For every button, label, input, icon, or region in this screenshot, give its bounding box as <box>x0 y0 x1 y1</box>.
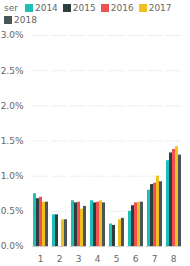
html-text:2015: 2015 <box>72 3 96 13</box>
html-text:2014: 2014 <box>34 3 58 13</box>
svg-text:2.5%: 2.5% <box>1 66 24 76</box>
svg-text:7: 7 <box>152 254 158 264</box>
svg-text:2: 2 <box>57 254 63 264</box>
svg-text:2.0%: 2.0% <box>1 101 24 111</box>
svg-text:5: 5 <box>114 254 120 264</box>
svg-text:0.5%: 0.5% <box>1 206 24 216</box>
svg-text:1.0%: 1.0% <box>1 171 24 181</box>
html-text:2017: 2017 <box>148 3 172 13</box>
svg-text:8: 8 <box>171 254 177 264</box>
html-text:2016: 2016 <box>110 3 134 13</box>
svg-text:4: 4 <box>95 254 101 264</box>
html-text:ser: ser <box>4 3 18 13</box>
svg-text:3: 3 <box>76 254 82 264</box>
svg-text:3.0%: 3.0% <box>1 30 24 40</box>
svg-text:1: 1 <box>38 254 44 264</box>
svg-text:6: 6 <box>133 254 139 264</box>
svg-text:1.5%: 1.5% <box>1 136 24 146</box>
html-text:2018: 2018 <box>14 15 37 25</box>
svg-text:0.0%: 0.0% <box>1 241 24 251</box>
